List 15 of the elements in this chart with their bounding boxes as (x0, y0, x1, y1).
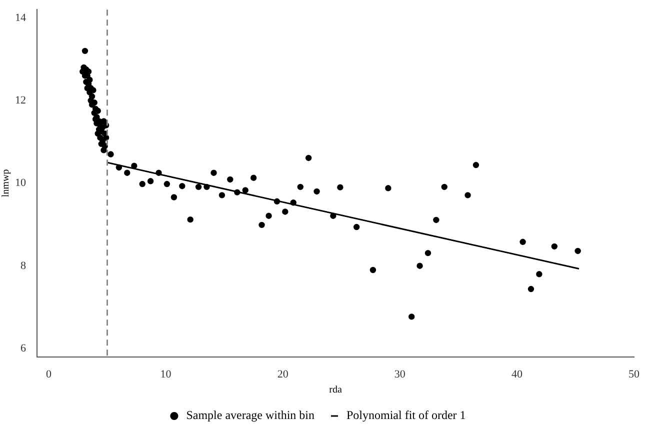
legend-label: Polynomial fit of order 1 (346, 408, 466, 422)
x-tick-label: 40 (511, 368, 523, 380)
x-tick-label: 20 (277, 368, 289, 380)
x-tick-label: 0 (46, 368, 52, 380)
y-tick-label: 6 (20, 342, 26, 354)
y-tick-label: 8 (20, 260, 26, 272)
x-tick-label: 50 (628, 368, 640, 380)
x-tick-label: 30 (394, 368, 406, 380)
legend-label: Sample average within bin (186, 408, 314, 422)
y-tick-label: 12 (15, 94, 26, 106)
x-tick-label: 10 (160, 368, 172, 380)
y-tick-label: 10 (15, 177, 26, 190)
y-axis-title: lnmwp (0, 169, 12, 198)
x-axis-title: rda (329, 384, 342, 396)
y-tick-label: 14 (15, 12, 26, 24)
